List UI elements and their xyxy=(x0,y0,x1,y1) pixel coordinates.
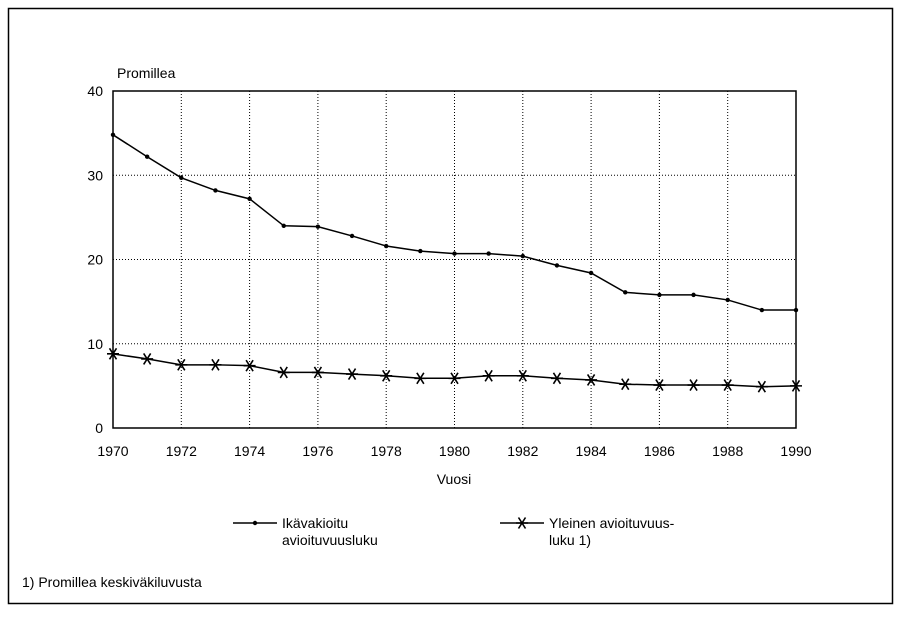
marker xyxy=(281,223,286,228)
marker xyxy=(588,270,594,276)
marker xyxy=(144,154,150,159)
x-axis-label: Vuosi xyxy=(437,471,472,487)
frame xyxy=(7,7,894,605)
y-axis-label: Promillea xyxy=(117,65,176,81)
plot-area xyxy=(112,90,797,429)
x-tick-label: 1978 xyxy=(371,443,402,459)
marker xyxy=(380,369,393,382)
marker xyxy=(448,372,461,385)
x-tick-label: 1988 xyxy=(712,443,743,459)
marker xyxy=(418,248,423,254)
legend-label: Yleinen avioituvuus-luku 1) xyxy=(549,515,675,548)
legend-item: Ikävakioitu avioituvuusluku xyxy=(233,515,378,548)
marker xyxy=(550,372,563,385)
footnote: 1) Promillea keskiväkiluvusta xyxy=(22,574,202,590)
x-tick-label: 1974 xyxy=(234,443,265,459)
y-tick-label: 0 xyxy=(95,420,103,436)
marker xyxy=(755,380,768,393)
marker xyxy=(252,520,258,526)
x-tick-label: 1976 xyxy=(302,443,333,459)
marker xyxy=(110,132,116,138)
marker xyxy=(687,379,700,391)
y-tick-label: 10 xyxy=(87,336,103,352)
legend-item: Yleinen avioituvuus-luku 1) xyxy=(500,515,675,548)
x-tick-label: 1970 xyxy=(97,443,128,459)
marker xyxy=(452,251,457,256)
marker xyxy=(175,358,188,371)
x-tick-label: 1982 xyxy=(507,443,538,459)
marker xyxy=(243,359,256,372)
marker xyxy=(759,307,765,313)
marker xyxy=(520,253,525,259)
x-tick-label: 1984 xyxy=(576,443,607,459)
marker xyxy=(315,224,321,229)
marker xyxy=(516,517,528,529)
y-tick-label: 30 xyxy=(87,167,103,183)
marker xyxy=(657,292,662,298)
marker xyxy=(691,292,696,298)
marker xyxy=(486,251,491,256)
marker xyxy=(725,297,730,303)
marker xyxy=(619,378,632,391)
marker xyxy=(277,366,290,379)
marker xyxy=(653,379,666,391)
marker xyxy=(721,379,734,391)
marker xyxy=(247,196,252,202)
marker xyxy=(516,369,529,382)
x-tick-label: 1972 xyxy=(166,443,197,459)
marker xyxy=(414,372,427,385)
marker xyxy=(311,366,324,379)
marker xyxy=(554,263,560,268)
marker xyxy=(793,307,799,313)
marker xyxy=(346,368,359,381)
y-tick-label: 20 xyxy=(87,252,103,268)
marker xyxy=(349,233,355,239)
marker xyxy=(209,358,222,371)
marker xyxy=(585,374,598,386)
marker xyxy=(623,290,628,295)
marker xyxy=(213,188,218,193)
legend-label: Ikävakioitu avioituvuusluku xyxy=(282,515,378,548)
x-tick-label: 1990 xyxy=(780,443,811,459)
marker xyxy=(482,369,495,382)
marker xyxy=(179,175,184,180)
marker xyxy=(107,347,119,360)
y-tick-label: 40 xyxy=(87,83,103,99)
marker xyxy=(384,243,389,249)
marker xyxy=(141,352,154,365)
marker xyxy=(790,379,802,392)
x-tick-label: 1986 xyxy=(644,443,675,459)
x-tick-label: 1980 xyxy=(439,443,470,459)
